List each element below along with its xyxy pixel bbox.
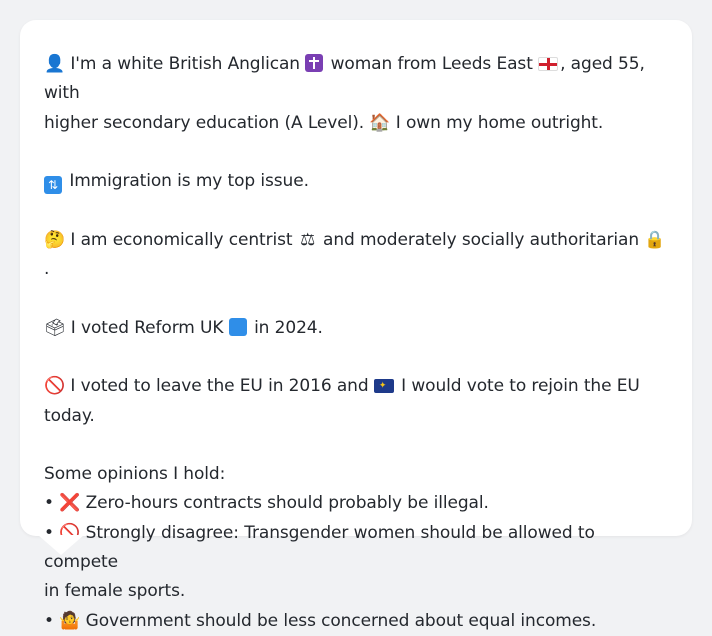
prohibited-icon: 🚫 (44, 372, 65, 401)
opinion-item-continuation: in female sports. (44, 577, 668, 606)
top-issue-paragraph: ⇅ Immigration is my top issue. (44, 167, 668, 196)
opinion-item: • ❌ Zero-hours contracts should probably… (44, 489, 668, 518)
opinion-text: Zero-hours contracts should probably be … (86, 493, 489, 513)
home-ownership-text: I own my home outright. (396, 113, 603, 133)
house-icon: 🏠 (369, 109, 390, 138)
vote-paragraph: 🗳 I voted Reform UK in 2024. (44, 314, 668, 343)
social-text-end: . (44, 259, 49, 279)
economic-text: I am economically centrist (70, 230, 292, 250)
thinking-face-icon: 🤔 (44, 226, 65, 255)
opinions-section: Some opinions I hold: • ❌ Zero-hours con… (44, 460, 668, 636)
opinion-item: • 🤷 Government should be less concerned … (44, 607, 668, 636)
lock-icon: 🔒 (644, 226, 665, 255)
eu-flag-icon (374, 379, 394, 393)
latin-cross-icon (305, 54, 323, 72)
social-text: and moderately socially authoritarian (323, 230, 639, 250)
opinion-text: Government should be less concerned abou… (86, 611, 597, 631)
vote-text-a: I voted Reform UK (71, 318, 224, 338)
vote-text-b: in 2024. (254, 318, 323, 338)
education-text: higher secondary education (A Level). (44, 113, 364, 133)
opinion-text: Strongly disagree: Transgender women sho… (44, 523, 595, 572)
blue-square-icon (229, 318, 247, 336)
identity-text-b: woman from Leeds East (331, 54, 533, 74)
person-icon: 👤 (44, 50, 65, 79)
identity-line-2: higher secondary education (A Level). 🏠 … (44, 109, 668, 138)
shrug-icon: 🤷 (59, 607, 80, 636)
speech-bubble-tail (38, 535, 84, 555)
opinions-heading: Some opinions I hold: (44, 460, 668, 489)
passport-control-icon: ⇅ (44, 176, 62, 194)
balance-scale-icon: ⚖ (298, 226, 318, 255)
cross-mark-icon: ❌ (59, 489, 80, 518)
eu-paragraph: 🚫 I voted to leave the EU in 2016 and I … (44, 372, 668, 431)
political-position-paragraph: 🤔 I am economically centrist ⚖ and moder… (44, 226, 668, 285)
ballot-box-icon: 🗳 (44, 314, 65, 343)
identity-paragraph: 👤 I'm a white British Anglican woman fro… (44, 50, 668, 138)
eu-text-a: I voted to leave the EU in 2016 and (70, 376, 368, 396)
england-flag-icon (538, 57, 558, 71)
top-issue-text: Immigration is my top issue. (69, 171, 309, 191)
opinion-item: • 🚫 Strongly disagree: Transgender women… (44, 519, 668, 578)
identity-line-1: 👤 I'm a white British Anglican woman fro… (44, 50, 668, 109)
identity-text-a: I'm a white British Anglican (70, 54, 300, 74)
persona-message-card: 👤 I'm a white British Anglican woman fro… (20, 20, 692, 536)
